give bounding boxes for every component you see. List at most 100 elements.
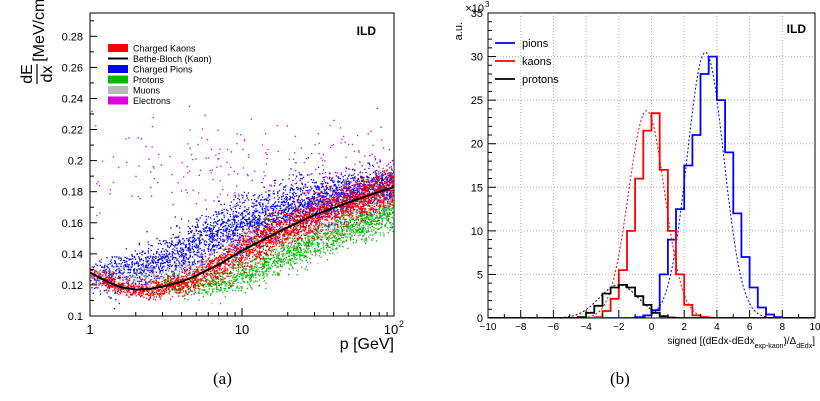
scatter-point [284, 186, 286, 188]
scatter-point [228, 225, 230, 227]
scatter-point [308, 192, 310, 194]
scatter-point [314, 197, 316, 199]
scatter-point [163, 253, 165, 256]
scatter-point [316, 186, 318, 188]
scatter-point [222, 238, 224, 240]
scatter-point [316, 222, 318, 224]
scatter-point [358, 151, 360, 153]
scatter-point [280, 258, 282, 260]
scatter-point [349, 220, 351, 222]
scatter-point [343, 197, 345, 199]
scatter-point [130, 276, 132, 278]
scatter-point [296, 248, 299, 250]
scatter-point [165, 282, 167, 284]
scatter-point [98, 280, 100, 282]
scatter-point [316, 230, 318, 232]
scatter-point [251, 260, 253, 262]
scatter-point [174, 264, 176, 267]
scatter-point [337, 233, 339, 235]
scatter-point [249, 277, 251, 279]
scatter-point [138, 284, 140, 286]
scatter-point [265, 226, 267, 228]
scatter-point [231, 218, 233, 220]
scatter-point [253, 265, 256, 268]
scatter-point [275, 248, 277, 250]
scatter-point [318, 255, 321, 257]
scatter-point [376, 178, 378, 180]
scatter-point [322, 172, 324, 175]
scatter-point [171, 253, 173, 255]
scatter-point [322, 193, 325, 195]
scatter-point [311, 202, 313, 205]
scatter-point [252, 259, 254, 261]
scatter-point [381, 218, 383, 220]
scatter-point [285, 201, 287, 203]
scatter-point [288, 207, 290, 209]
scatter-point [151, 260, 153, 262]
scatter-point [273, 197, 276, 199]
scatter-point [311, 254, 313, 256]
scatter-point [307, 261, 309, 263]
scatter-point [367, 217, 369, 219]
scatter-point [293, 217, 295, 219]
scatter-point [197, 219, 200, 221]
scatter-point [336, 199, 338, 201]
scatter-point [362, 231, 364, 233]
scatter-point [345, 190, 347, 192]
scatter-point [114, 262, 117, 264]
scatter-point [150, 245, 152, 247]
scatter-point [250, 223, 252, 225]
scatter-point [180, 247, 182, 249]
scatter-point [341, 222, 343, 224]
scatter-point [320, 230, 323, 233]
scatter-point [309, 257, 311, 259]
scatter-point [216, 220, 219, 222]
scatter-point [168, 254, 170, 256]
scatter-point [275, 222, 278, 224]
scatter-point [301, 198, 303, 200]
scatter-point [353, 150, 355, 153]
scatter-point [330, 203, 332, 205]
scatter-point [221, 279, 224, 281]
scatter-point [135, 262, 137, 265]
scatter-point [288, 273, 290, 276]
scatter-point [147, 270, 149, 272]
scatter-point [255, 262, 257, 264]
scatter-point [339, 237, 341, 240]
scatter-point [313, 190, 315, 192]
scatter-point [170, 275, 172, 277]
scatter-point [372, 215, 374, 217]
scatter-point [255, 201, 257, 203]
scatter-point [210, 227, 213, 230]
scatter-point [296, 246, 298, 248]
scatter-point [297, 200, 299, 202]
scatter-point [352, 174, 354, 176]
scatter-point [259, 215, 261, 217]
scatter-point [199, 230, 201, 232]
scatter-point [219, 213, 221, 215]
scatter-point [391, 208, 393, 210]
scatter-point [381, 215, 383, 217]
scatter-point [311, 173, 313, 175]
scatter-point [309, 189, 311, 191]
scatter-point [354, 176, 356, 178]
scatter-point [285, 234, 287, 236]
scatter-point [184, 255, 186, 258]
scatter-point [169, 261, 171, 263]
scatter-point [267, 206, 269, 208]
scatter-point [198, 242, 201, 244]
scatter-point [126, 265, 128, 268]
scatter-point [224, 271, 226, 273]
scatter-point [235, 259, 237, 261]
scatter-point [306, 211, 308, 213]
scatter-point [379, 181, 381, 183]
scatter-point [261, 258, 263, 260]
scatter-point [216, 240, 218, 242]
scatter-point [277, 198, 279, 200]
scatter-point [348, 143, 350, 145]
scatter-point [317, 186, 319, 188]
scatter-point [331, 178, 333, 180]
scatter-point [374, 197, 376, 200]
scatter-point [111, 276, 113, 278]
